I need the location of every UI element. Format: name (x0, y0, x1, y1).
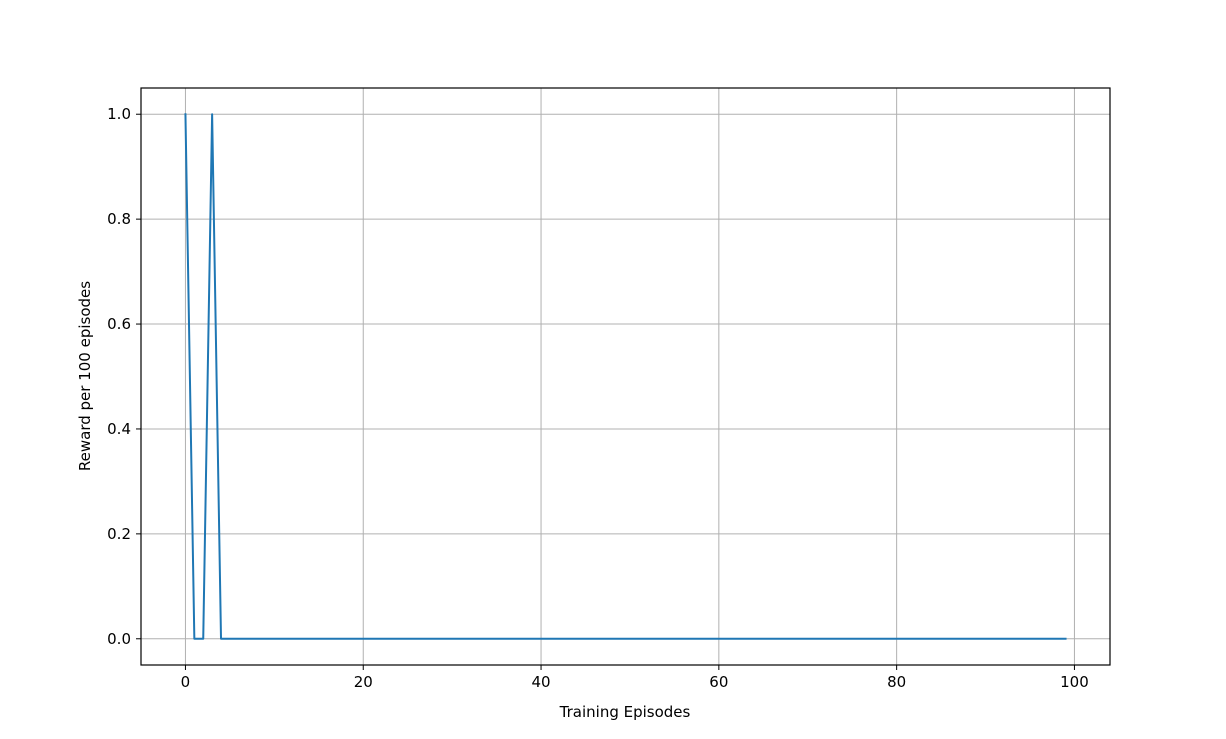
x-tick-label: 0 (181, 673, 191, 691)
x-axis-label: Training Episodes (559, 703, 691, 721)
series-lines (184, 113, 1067, 640)
y-axis-label: Reward per 100 episodes (76, 281, 94, 471)
x-tick-label: 60 (709, 673, 728, 691)
x-tick-label: 40 (531, 673, 550, 691)
x-tick-label: 80 (887, 673, 906, 691)
y-tick-label: 0.8 (107, 210, 131, 228)
y-tick-label: 0.0 (107, 630, 131, 648)
y-tick-label: 0.4 (107, 420, 131, 438)
y-tick-label: 1.0 (107, 105, 131, 123)
y-tick-label: 0.2 (107, 525, 131, 543)
series-line (184, 113, 1067, 640)
x-tick-label: 100 (1060, 673, 1089, 691)
plot-area-frame (140, 87, 1111, 666)
x-tick-label: 20 (354, 673, 373, 691)
axis-ticks: 0 20 40 60 80 100 0.0 0.2 0.4 0.6 0.8 1.0 (107, 105, 1089, 691)
y-tick-label: 0.6 (107, 315, 131, 333)
